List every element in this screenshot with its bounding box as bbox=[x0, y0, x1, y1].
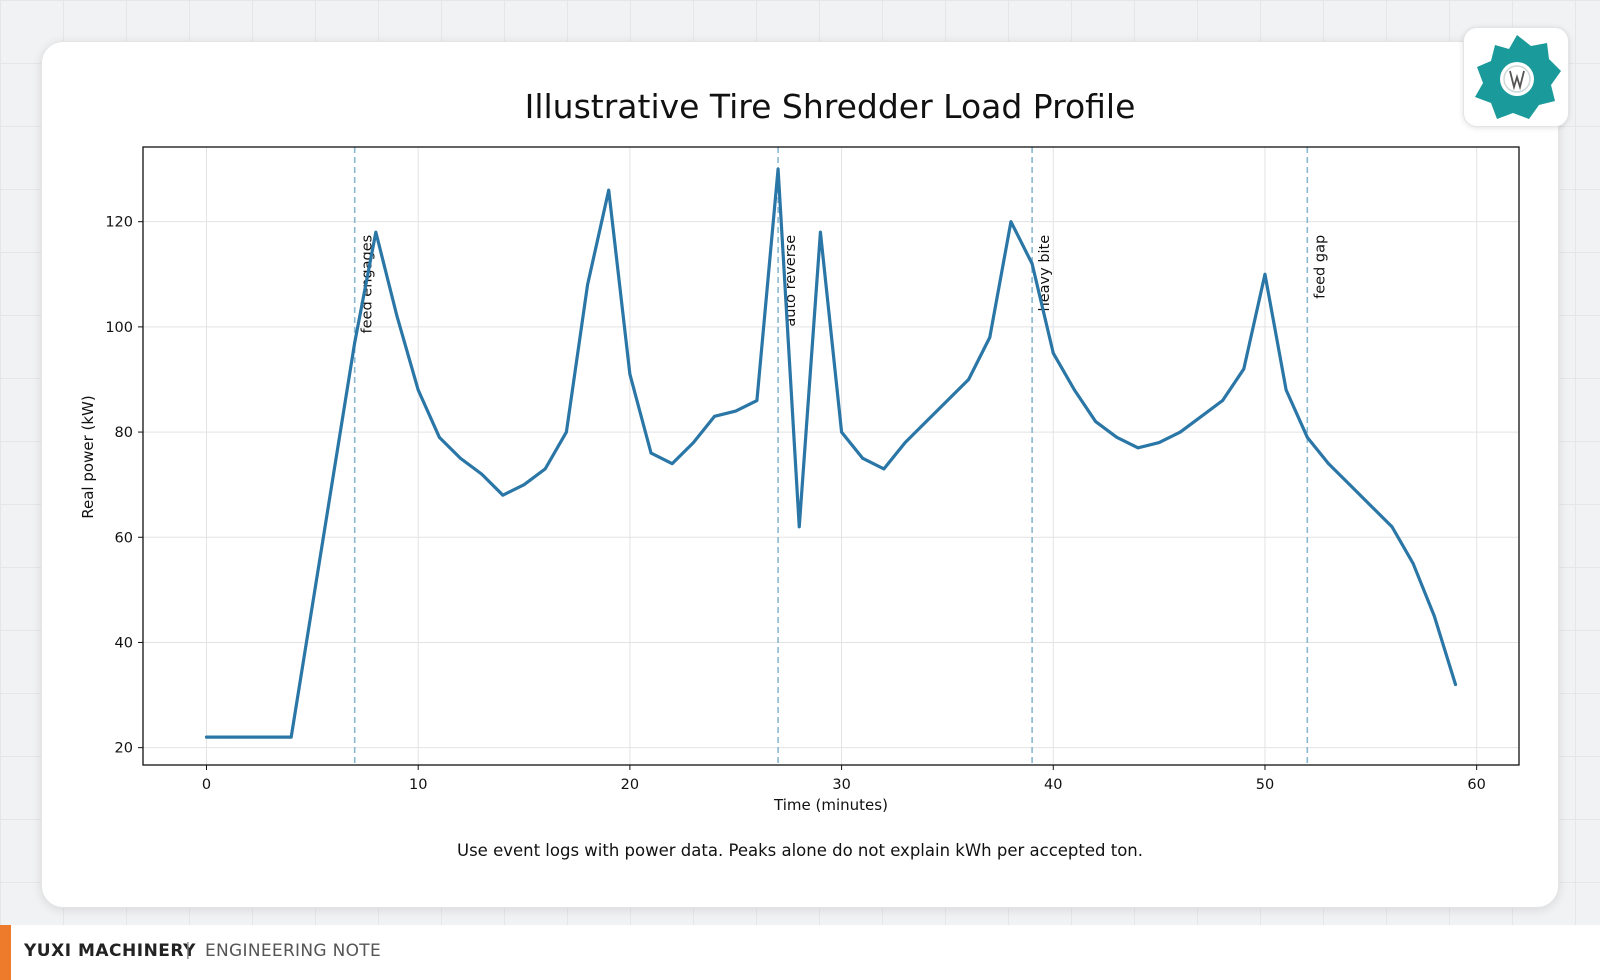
series-line bbox=[204, 167, 1458, 739]
data-point bbox=[480, 472, 484, 476]
data-point bbox=[1051, 351, 1055, 355]
chart-svg: Illustrative Tire Shredder Load Profile … bbox=[79, 87, 1520, 860]
data-point bbox=[247, 735, 251, 739]
data-point bbox=[649, 451, 653, 455]
data-point bbox=[946, 399, 949, 402]
data-point bbox=[819, 230, 822, 234]
data-point bbox=[713, 414, 716, 418]
data-point bbox=[1284, 388, 1288, 392]
data-point bbox=[310, 604, 314, 608]
data-point bbox=[1030, 262, 1034, 266]
shredder-gear-logo-icon bbox=[1475, 35, 1561, 119]
x-tick-label: 10 bbox=[409, 777, 427, 793]
annotation-label: feed gap bbox=[1312, 235, 1328, 299]
x-axis-label: Time (minutes) bbox=[773, 796, 888, 814]
data-point bbox=[226, 735, 230, 739]
y-tick-label: 120 bbox=[105, 215, 133, 231]
chart-title: Illustrative Tire Shredder Load Profile bbox=[525, 87, 1136, 126]
data-point bbox=[1369, 504, 1373, 508]
footer-separator: | bbox=[185, 940, 191, 960]
data-point bbox=[1157, 441, 1161, 444]
y-axis-label: Real power (kW) bbox=[79, 395, 97, 518]
annotation-label: heavy bite bbox=[1037, 235, 1053, 312]
data-point bbox=[501, 493, 505, 497]
footer-note: ENGINEERING NOTE bbox=[205, 941, 381, 961]
data-point bbox=[1454, 683, 1457, 686]
data-point bbox=[395, 314, 399, 318]
x-tick-label: 40 bbox=[1044, 777, 1062, 793]
data-point bbox=[776, 167, 780, 171]
data-point bbox=[670, 462, 674, 466]
data-point bbox=[564, 430, 568, 434]
data-point bbox=[882, 467, 886, 471]
data-point bbox=[1348, 483, 1352, 487]
grid-lines bbox=[143, 147, 1519, 765]
data-point bbox=[205, 735, 208, 739]
data-point bbox=[1136, 446, 1140, 450]
x-tick-label: 30 bbox=[832, 777, 850, 793]
y-tick-label: 80 bbox=[115, 425, 133, 441]
footer-bar: YUXI MACHINERY | ENGINEERING NOTE bbox=[0, 925, 1600, 980]
data-point bbox=[459, 456, 462, 460]
logo-badge bbox=[1463, 27, 1569, 127]
data-point bbox=[374, 230, 378, 234]
data-point bbox=[1221, 399, 1225, 402]
data-point bbox=[1390, 525, 1394, 529]
x-tick-label: 20 bbox=[621, 777, 639, 793]
data-point bbox=[967, 378, 970, 381]
data-point bbox=[416, 388, 420, 392]
y-tick-label: 100 bbox=[105, 320, 133, 336]
data-point bbox=[924, 420, 928, 423]
x-tick-label: 60 bbox=[1467, 777, 1485, 793]
x-tick-label: 0 bbox=[202, 777, 211, 793]
data-point bbox=[1178, 430, 1182, 434]
data-point bbox=[1073, 388, 1076, 392]
data-point bbox=[268, 735, 272, 739]
axis-ticks: 0 10 20 30 40 50 60 20 40 60 80 100 120 bbox=[105, 215, 1486, 793]
plot-frame bbox=[142, 146, 1520, 766]
data-point bbox=[797, 525, 801, 529]
data-point bbox=[1200, 414, 1203, 418]
data-point bbox=[692, 441, 695, 444]
data-point bbox=[1009, 220, 1013, 224]
data-point bbox=[988, 335, 992, 339]
data-point bbox=[332, 472, 335, 476]
x-tick-label: 50 bbox=[1256, 777, 1274, 793]
y-tick-label: 40 bbox=[115, 635, 133, 651]
data-point bbox=[543, 467, 547, 471]
data-point bbox=[628, 372, 632, 376]
data-point bbox=[1305, 435, 1309, 439]
data-point bbox=[1242, 367, 1246, 371]
data-point bbox=[1094, 420, 1098, 423]
data-point bbox=[1327, 462, 1330, 466]
y-tick-label: 20 bbox=[115, 741, 133, 757]
chart-card bbox=[41, 41, 1559, 908]
data-point bbox=[1432, 614, 1436, 618]
data-point bbox=[522, 483, 526, 487]
data-point bbox=[586, 283, 589, 287]
data-point bbox=[289, 735, 293, 739]
data-point bbox=[861, 456, 865, 460]
footer-brand: YUXI MACHINERY bbox=[24, 941, 196, 961]
footer-accent-bar bbox=[0, 925, 11, 980]
data-point bbox=[1411, 562, 1415, 565]
data-point bbox=[1115, 435, 1119, 439]
data-point bbox=[1263, 272, 1267, 276]
series-layer bbox=[204, 167, 1458, 739]
data-point bbox=[437, 435, 441, 439]
y-tick-label: 60 bbox=[115, 530, 133, 546]
data-point bbox=[903, 441, 907, 444]
data-point bbox=[353, 341, 357, 345]
data-point bbox=[607, 188, 611, 192]
chart-caption: Use event logs with power data. Peaks al… bbox=[457, 841, 1143, 860]
data-point bbox=[734, 409, 738, 413]
data-point bbox=[755, 399, 759, 402]
data-point bbox=[840, 430, 843, 434]
